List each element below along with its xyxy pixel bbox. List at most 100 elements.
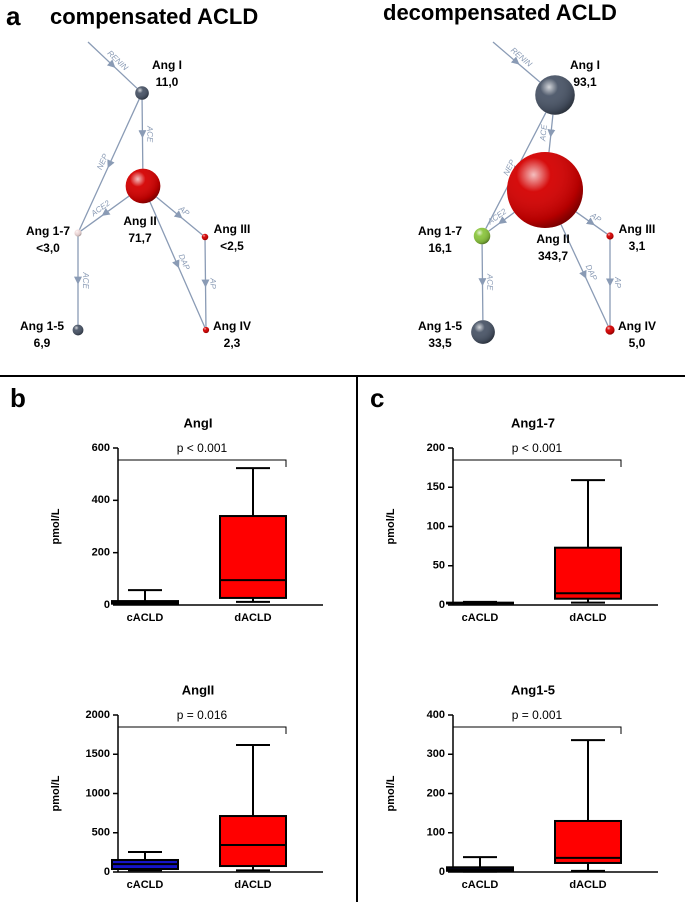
y-tick-label: 1000	[86, 787, 110, 799]
sphere-shine	[125, 168, 161, 204]
x-tick-label: cACLD	[127, 879, 164, 891]
edge-label: AP	[613, 276, 622, 288]
edge	[138, 99, 147, 169]
node-value: 2,3	[224, 336, 241, 350]
y-tick-label: 0	[439, 866, 445, 878]
y-axis-label: pmol/L	[50, 775, 62, 811]
annotation: p = 0.016	[177, 708, 228, 722]
sphere-shine	[605, 325, 615, 335]
node-value: 3,1	[629, 239, 646, 253]
significance-bracket	[452, 726, 622, 734]
node-label: Ang 1-5	[418, 319, 462, 333]
y-axis-label: pmol/L	[385, 775, 397, 811]
chart-title: AngII	[182, 682, 215, 697]
node-label: Ang IV	[213, 319, 251, 333]
sphere-shine	[506, 151, 584, 229]
sphere-shine	[471, 320, 495, 344]
x-tick-label: dACLD	[569, 612, 606, 624]
node-label: Ang III	[619, 222, 656, 236]
node-label: Ang III	[214, 222, 251, 236]
edge	[155, 196, 203, 236]
box	[219, 515, 287, 599]
x-tick-label: cACLD	[462, 612, 499, 624]
significance-bracket	[452, 459, 622, 467]
box	[554, 819, 622, 864]
node-value: <2,5	[220, 239, 244, 253]
node-label: Ang 1-7	[418, 224, 462, 238]
node-label: Ang II	[536, 232, 569, 246]
node-label: Ang I	[152, 58, 182, 72]
sphere-shine	[606, 232, 614, 240]
chart-title: Ang1-7	[511, 415, 555, 430]
sphere-shine	[535, 75, 575, 115]
sphere-shine	[202, 326, 210, 334]
panel-label: a	[6, 1, 21, 31]
edge	[149, 201, 206, 328]
edge	[575, 211, 608, 235]
diagram-title: decompensated ACLD	[383, 0, 617, 25]
node-label: Ang I	[570, 58, 600, 72]
node-label: Ang 1-5	[20, 319, 64, 333]
sphere-shine	[473, 227, 491, 245]
y-tick-label: 500	[92, 827, 110, 839]
significance-bracket	[117, 459, 287, 467]
edge	[560, 224, 609, 327]
box	[554, 546, 622, 600]
edge	[80, 195, 130, 232]
node-value: 33,5	[428, 336, 452, 350]
sphere-shine	[135, 86, 149, 100]
edge-label: RENIN	[509, 46, 534, 69]
annotation: p = 0.001	[512, 708, 563, 722]
edge-label: ACE2	[485, 207, 508, 228]
y-tick-label: 50	[433, 560, 445, 572]
panel-label: b	[10, 383, 26, 413]
edge	[478, 244, 487, 321]
chart-title: Ang1-5	[511, 682, 555, 697]
y-tick-label: 200	[427, 442, 445, 454]
edge-label: ACE	[81, 271, 90, 289]
sphere-shine	[72, 324, 84, 336]
x-tick-label: dACLD	[569, 879, 606, 891]
y-tick-label: 400	[92, 494, 110, 506]
panel-label: c	[370, 383, 384, 413]
annotation: p < 0.001	[177, 441, 228, 455]
y-tick-label: 0	[439, 599, 445, 611]
y-tick-label: 0	[104, 866, 110, 878]
node-value: 5,0	[629, 336, 646, 350]
annotation: p < 0.001	[512, 441, 563, 455]
edge	[488, 211, 515, 232]
edge-label: RENIN	[105, 49, 129, 73]
edge	[547, 114, 556, 153]
edge-label: ACE	[485, 273, 494, 291]
x-tick-label: dACLD	[234, 879, 271, 891]
node-value: 16,1	[428, 241, 452, 255]
node-value: 93,1	[573, 75, 597, 89]
x-tick-label: cACLD	[462, 879, 499, 891]
significance-bracket	[117, 726, 287, 734]
y-tick-label: 400	[427, 709, 445, 721]
node-label: Ang II	[123, 214, 156, 228]
y-tick-label: 2000	[86, 709, 110, 721]
diagram-title: compensated ACLD	[50, 4, 258, 29]
edge-label: ACE	[538, 123, 549, 142]
sphere-shine	[201, 233, 209, 241]
y-axis-label: pmol/L	[385, 508, 397, 544]
chart-title: AngI	[184, 415, 213, 430]
node-value: 6,9	[34, 336, 51, 350]
edge	[201, 240, 210, 327]
edge-label: ACE	[145, 125, 154, 143]
edge	[492, 41, 541, 83]
y-axis-label: pmol/L	[50, 508, 62, 544]
node-label: Ang 1-7	[26, 224, 70, 238]
edge-label: AP	[208, 277, 217, 289]
box	[219, 815, 287, 868]
y-tick-label: 200	[92, 547, 110, 559]
y-tick-label: 150	[427, 481, 445, 493]
y-tick-label: 0	[104, 599, 110, 611]
y-tick-label: 100	[427, 827, 445, 839]
y-tick-label: 300	[427, 748, 445, 760]
sphere-shine	[74, 229, 82, 237]
x-tick-label: dACLD	[234, 612, 271, 624]
edge	[87, 41, 138, 89]
